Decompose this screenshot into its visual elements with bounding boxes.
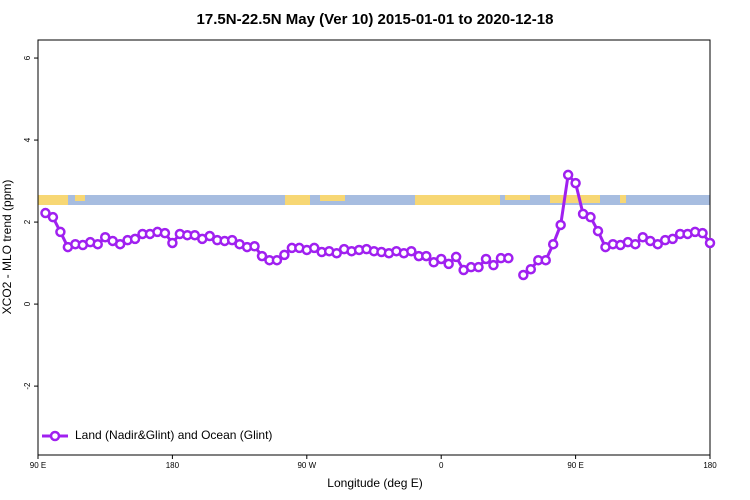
point bbox=[167, 237, 178, 249]
x-tick-label: 180 bbox=[703, 461, 717, 470]
y-tick-label: -2 bbox=[23, 382, 32, 390]
land-ocean-strip bbox=[38, 195, 710, 205]
point bbox=[421, 250, 432, 262]
point bbox=[562, 169, 574, 181]
y-tick-label: 4 bbox=[23, 137, 32, 142]
point bbox=[40, 207, 51, 219]
point bbox=[226, 234, 238, 246]
point bbox=[555, 219, 566, 231]
series-line bbox=[44, 171, 712, 277]
y-tick-label: 0 bbox=[23, 301, 32, 306]
point bbox=[570, 177, 581, 189]
x-tick-label: 0 bbox=[439, 461, 444, 470]
point bbox=[159, 227, 171, 239]
point bbox=[406, 245, 417, 257]
point bbox=[114, 238, 126, 250]
x-tick-label: 90 W bbox=[297, 461, 316, 470]
point bbox=[249, 241, 260, 252]
point bbox=[450, 251, 462, 263]
point bbox=[480, 253, 492, 265]
point bbox=[518, 269, 529, 281]
chart-title: 17.5N-22.5N May (Ver 10) 2015-01-01 to 2… bbox=[197, 11, 554, 28]
point bbox=[204, 230, 215, 242]
legend-label: Land (Nadir&Glint) and Ocean (Glint) bbox=[75, 428, 272, 442]
point bbox=[488, 259, 499, 271]
point bbox=[443, 258, 454, 270]
point bbox=[525, 263, 537, 275]
point bbox=[92, 238, 103, 250]
point bbox=[129, 233, 141, 245]
point bbox=[547, 238, 559, 250]
x-tick-label: 180 bbox=[166, 461, 180, 470]
x-axis-label: Longitude (deg E) bbox=[327, 476, 422, 490]
point bbox=[652, 238, 663, 250]
point bbox=[540, 254, 551, 266]
y-tick-label: 6 bbox=[23, 55, 32, 60]
x-tick-label: 90 E bbox=[30, 461, 46, 470]
point bbox=[47, 211, 59, 223]
point bbox=[704, 237, 716, 249]
point bbox=[630, 238, 641, 250]
point bbox=[473, 261, 484, 273]
y-tick-label: 2 bbox=[23, 219, 32, 224]
point bbox=[271, 254, 283, 266]
legend-marker bbox=[49, 430, 61, 442]
point bbox=[256, 250, 268, 262]
point bbox=[435, 253, 447, 265]
point bbox=[309, 242, 320, 254]
point bbox=[667, 233, 678, 245]
point bbox=[55, 226, 66, 238]
point bbox=[592, 225, 604, 237]
point bbox=[503, 252, 514, 264]
point bbox=[279, 249, 290, 261]
x-tick-label: 90 E bbox=[567, 461, 583, 470]
point bbox=[585, 211, 596, 223]
y-axis-label: XCO2 - MLO trend (ppm) bbox=[0, 180, 14, 315]
point bbox=[697, 227, 708, 239]
point bbox=[331, 247, 342, 259]
